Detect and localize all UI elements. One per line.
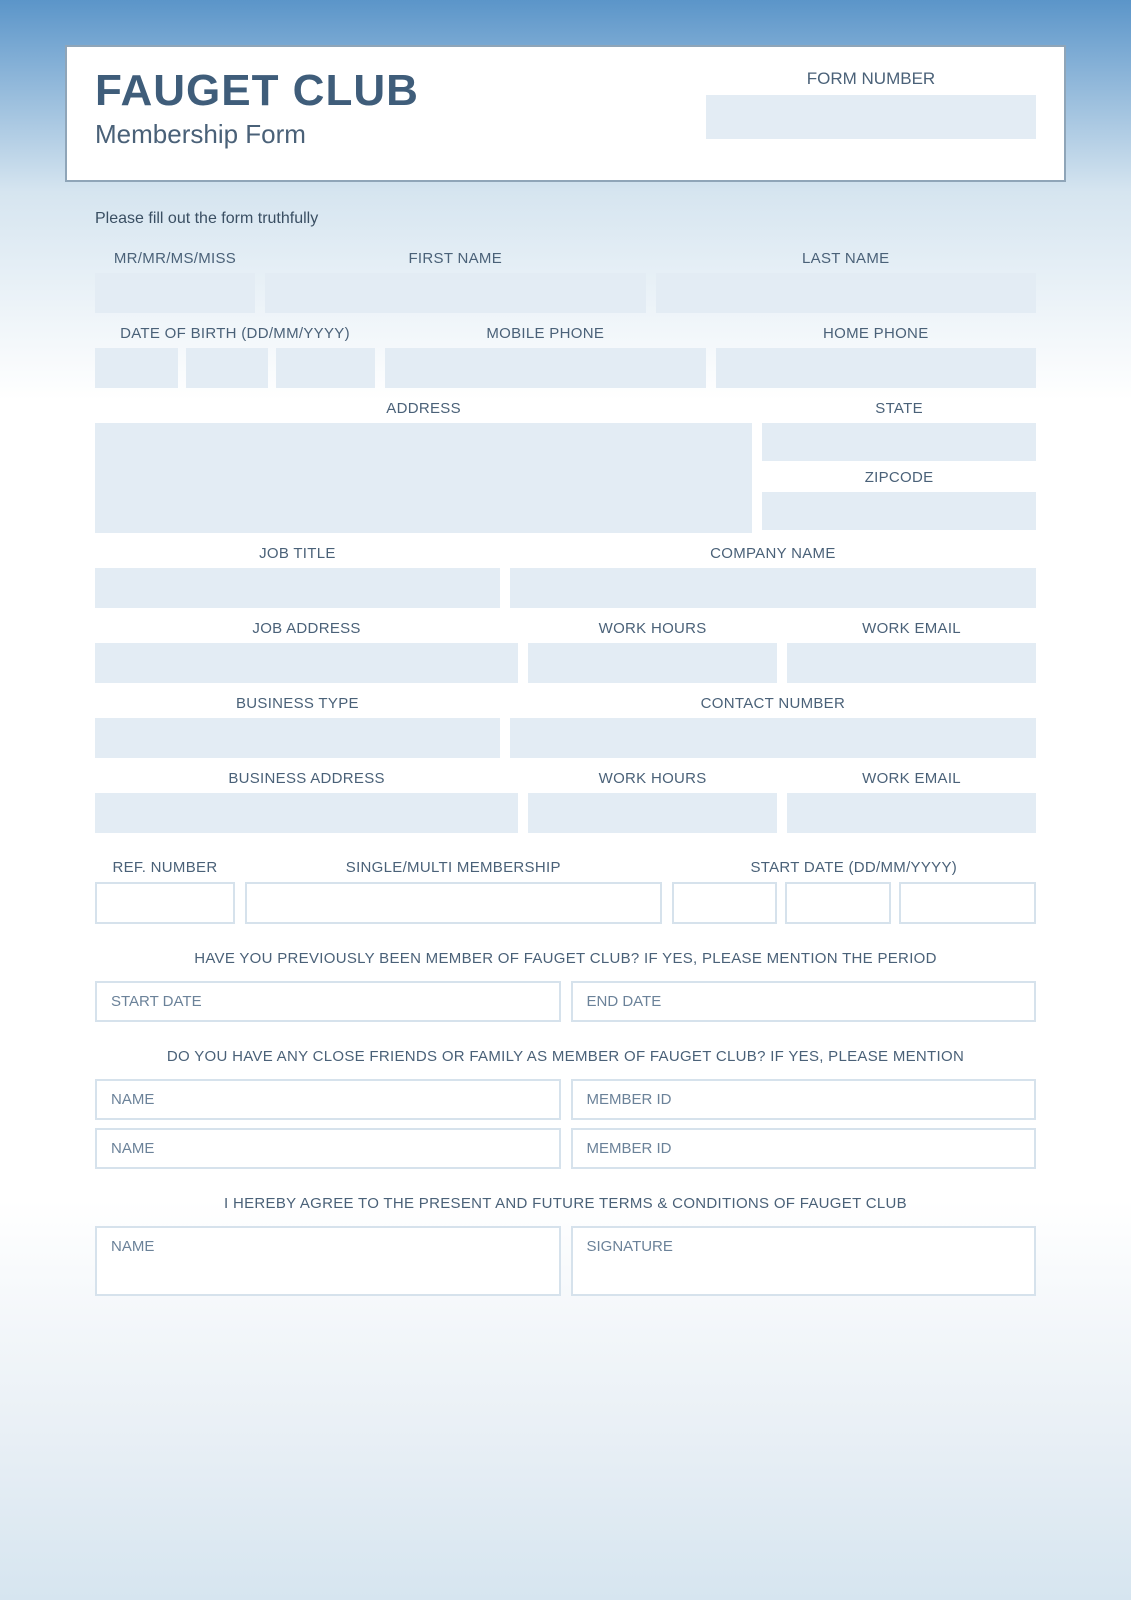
work-email-input-2[interactable] [787,793,1036,833]
start-month-input[interactable] [785,882,891,924]
row-signature: NAME SIGNATURE [95,1226,1036,1296]
row-friend-2: NAME MEMBER ID [95,1128,1036,1169]
label-title: MR/MR/MS/MISS [95,246,255,273]
work-email-input-1[interactable] [787,643,1036,683]
job-title-input[interactable] [95,568,500,608]
label-company-name: COMPANY NAME [510,541,1036,568]
label-job-address: JOB ADDRESS [95,616,518,643]
header-box: FAUGET CLUB Membership Form FORM NUMBER [65,45,1066,182]
label-business-address: BUSINESS ADDRESS [95,766,518,793]
label-membership: SINGLE/MULTI MEMBERSHIP [245,855,662,882]
row-friend-1: NAME MEMBER ID [95,1079,1036,1120]
row-dob-phone: DATE OF BIRTH (DD/MM/YYYY) MOBILE PHONE … [95,321,1036,388]
work-hours-input-1[interactable] [528,643,777,683]
friend-name-1-input[interactable]: NAME [95,1079,561,1120]
state-input[interactable] [762,423,1036,461]
title-input[interactable] [95,273,255,313]
question-prev-member: HAVE YOU PREVIOUSLY BEEN MEMBER OF FAUGE… [95,950,1036,967]
dob-day-input[interactable] [95,348,178,388]
ref-number-input[interactable] [95,882,235,924]
first-name-input[interactable] [265,273,646,313]
signature-input[interactable]: SIGNATURE [571,1226,1037,1296]
club-title: FAUGET CLUB [95,69,419,113]
home-phone-input[interactable] [716,348,1037,388]
row-business: BUSINESS TYPE CONTACT NUMBER [95,691,1036,758]
row-ref-membership: REF. NUMBER SINGLE/MULTI MEMBERSHIP STAR… [95,855,1036,924]
friend-id-1-input[interactable]: MEMBER ID [571,1079,1037,1120]
row-name: MR/MR/MS/MISS FIRST NAME LAST NAME [95,246,1036,313]
membership-input[interactable] [245,882,662,924]
label-state: STATE [762,396,1036,423]
contact-number-input[interactable] [510,718,1036,758]
friend-id-2-input[interactable]: MEMBER ID [571,1128,1037,1169]
question-agree: I HEREBY AGREE TO THE PRESENT AND FUTURE… [95,1195,1036,1212]
label-job-title: JOB TITLE [95,541,500,568]
agree-name-input[interactable]: NAME [95,1226,561,1296]
start-day-input[interactable] [672,882,778,924]
label-zipcode: ZIPCODE [762,461,1036,492]
company-name-input[interactable] [510,568,1036,608]
business-type-input[interactable] [95,718,500,758]
job-address-input[interactable] [95,643,518,683]
address-input[interactable] [95,423,752,533]
label-business-type: BUSINESS TYPE [95,691,500,718]
instruction-text: Please fill out the form truthfully [95,210,1066,228]
start-year-input[interactable] [899,882,1036,924]
label-first-name: FIRST NAME [265,246,646,273]
membership-form-page: FAUGET CLUB Membership Form FORM NUMBER … [0,0,1131,1334]
label-work-email-2: WORK EMAIL [787,766,1036,793]
form-number-input[interactable] [706,95,1036,139]
period-start-input[interactable]: START DATE [95,981,561,1022]
friend-name-2-input[interactable]: NAME [95,1128,561,1169]
work-hours-input-2[interactable] [528,793,777,833]
form-number-section: FORM NUMBER [706,69,1036,139]
form-subtitle: Membership Form [95,119,419,150]
last-name-input[interactable] [656,273,1037,313]
label-ref-number: REF. NUMBER [95,855,235,882]
label-work-hours-2: WORK HOURS [528,766,777,793]
header-left: FAUGET CLUB Membership Form [95,69,419,150]
form-body: MR/MR/MS/MISS FIRST NAME LAST NAME DATE … [95,246,1036,1296]
form-number-label: FORM NUMBER [706,69,1036,89]
row-job-details: JOB ADDRESS WORK HOURS WORK EMAIL [95,616,1036,683]
zipcode-input[interactable] [762,492,1036,530]
dob-year-input[interactable] [276,348,375,388]
label-work-email-1: WORK EMAIL [787,616,1036,643]
label-start-date: START DATE (DD/MM/YYYY) [672,855,1036,882]
dob-month-input[interactable] [186,348,269,388]
label-address: ADDRESS [95,396,752,423]
label-contact-number: CONTACT NUMBER [510,691,1036,718]
business-address-input[interactable] [95,793,518,833]
mobile-input[interactable] [385,348,706,388]
label-last-name: LAST NAME [656,246,1037,273]
row-job: JOB TITLE COMPANY NAME [95,541,1036,608]
question-friends: DO YOU HAVE ANY CLOSE FRIENDS OR FAMILY … [95,1048,1036,1065]
label-dob: DATE OF BIRTH (DD/MM/YYYY) [95,321,375,348]
row-address: ADDRESS STATE ZIPCODE [95,396,1036,533]
label-work-hours-1: WORK HOURS [528,616,777,643]
label-mobile: MOBILE PHONE [385,321,706,348]
row-business-details: BUSINESS ADDRESS WORK HOURS WORK EMAIL [95,766,1036,833]
label-home: HOME PHONE [716,321,1037,348]
row-period: START DATE END DATE [95,981,1036,1022]
period-end-input[interactable]: END DATE [571,981,1037,1022]
